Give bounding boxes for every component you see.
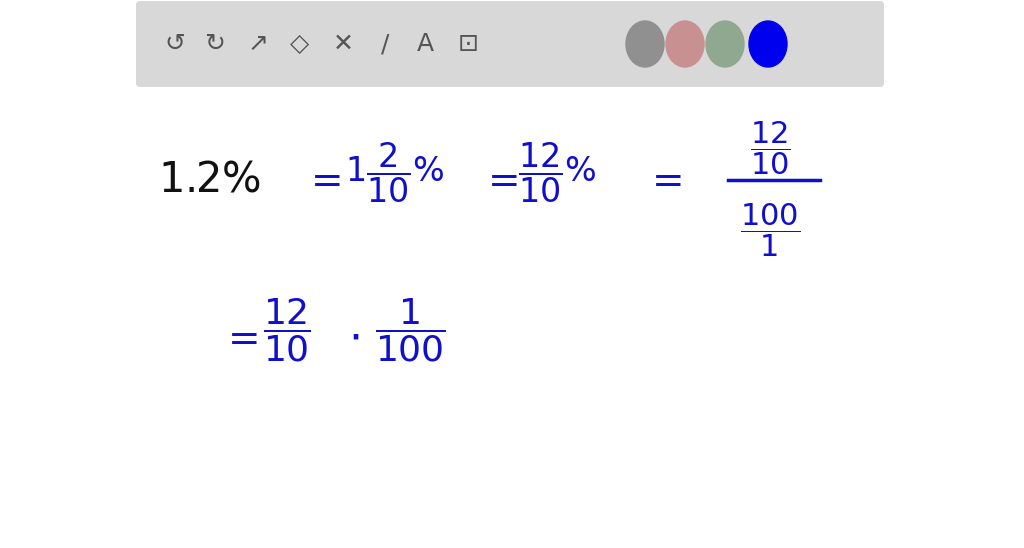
Text: $=$: $=$ xyxy=(644,161,682,199)
Ellipse shape xyxy=(706,21,744,67)
Ellipse shape xyxy=(626,21,664,67)
Text: $\cdot$: $\cdot$ xyxy=(348,317,359,359)
Text: $\dfrac{12}{10}$: $\dfrac{12}{10}$ xyxy=(750,119,791,177)
Text: $=$: $=$ xyxy=(480,161,518,199)
Text: $\dfrac{1}{100}$: $\dfrac{1}{100}$ xyxy=(375,296,445,364)
Text: $1\dfrac{2}{10}\%$: $1\dfrac{2}{10}\%$ xyxy=(345,141,444,205)
Text: $1.2\%$: $1.2\%$ xyxy=(158,159,261,201)
Text: ↻: ↻ xyxy=(205,32,225,56)
Text: /: / xyxy=(381,32,389,56)
Text: $=$: $=$ xyxy=(220,319,258,357)
Text: $\dfrac{100}{1}$: $\dfrac{100}{1}$ xyxy=(740,201,800,259)
Text: ◇: ◇ xyxy=(291,32,309,56)
Ellipse shape xyxy=(666,21,705,67)
Ellipse shape xyxy=(749,21,787,67)
Text: ↗: ↗ xyxy=(248,32,268,56)
Text: $\dfrac{12}{10}$: $\dfrac{12}{10}$ xyxy=(263,296,311,364)
FancyBboxPatch shape xyxy=(136,1,884,87)
Text: ↺: ↺ xyxy=(165,32,185,56)
Text: $\dfrac{12}{10}\%$: $\dfrac{12}{10}\%$ xyxy=(518,141,597,205)
Text: ⊡: ⊡ xyxy=(458,32,478,56)
Text: A: A xyxy=(417,32,433,56)
Text: $=$: $=$ xyxy=(303,161,341,199)
Text: ✕: ✕ xyxy=(333,32,353,56)
